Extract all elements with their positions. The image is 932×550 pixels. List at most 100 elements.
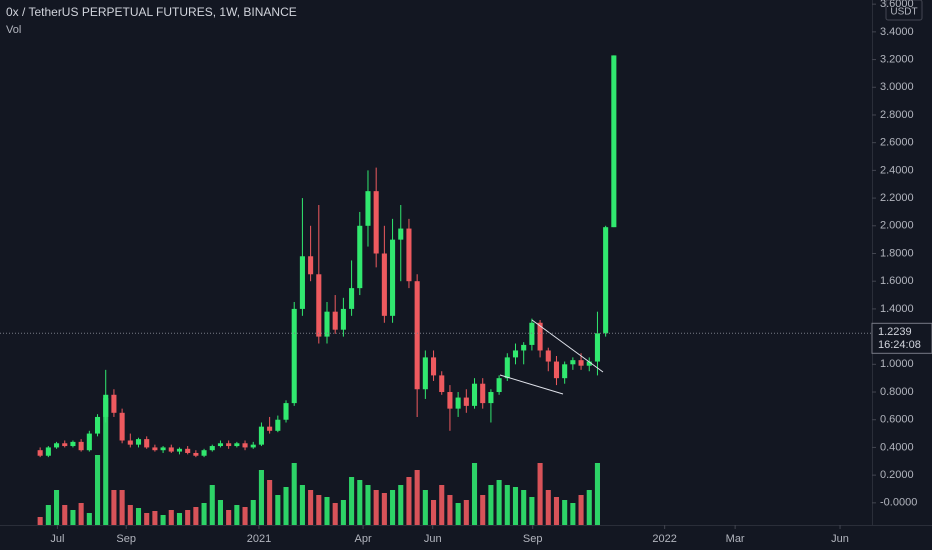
candle-body (176, 448, 183, 452)
volume-bar (488, 485, 494, 525)
candle-body (242, 443, 248, 448)
candle-body (267, 426, 273, 431)
volume-bar (316, 495, 322, 525)
candle-body (94, 416, 101, 434)
volume-bar (250, 500, 256, 525)
volume-bar (431, 500, 437, 525)
volume-bar (390, 490, 396, 525)
candle-body (135, 439, 142, 445)
volume-bar (275, 495, 281, 525)
volume-bar (586, 490, 592, 525)
volume-bar (365, 485, 371, 525)
y-tick-label: 1.4000 (880, 303, 914, 315)
chart-title: 0x / TetherUS PERPETUAL FUTURES, 1W, BIN… (6, 5, 297, 19)
volume-bar (447, 495, 453, 525)
candle-body (381, 253, 387, 316)
candle-body (365, 191, 371, 226)
currency-label[interactable]: USDT (890, 7, 917, 18)
candle-body (431, 357, 437, 376)
volume-bar (144, 513, 150, 525)
volume-bar (406, 477, 412, 525)
y-tick-label: 0.2000 (880, 469, 914, 481)
volume-bar (45, 505, 51, 525)
y-tick-label: 2.0000 (880, 220, 914, 232)
volume-bar (135, 508, 142, 525)
volume-bar (119, 490, 125, 525)
volume-bar (349, 477, 355, 525)
candle-body (340, 308, 346, 330)
volume-bar (504, 485, 510, 525)
volume-bar (398, 485, 404, 525)
candle-body (570, 360, 576, 365)
volume-bar (234, 505, 240, 525)
y-tick-label: 0.6000 (880, 414, 914, 426)
candle-body (488, 392, 494, 404)
volume-bar (357, 480, 363, 525)
candle-body (308, 256, 314, 275)
candle-body (316, 274, 322, 337)
x-tick-label: Sep (116, 533, 136, 545)
candle-body (422, 357, 428, 390)
volume-bar (414, 470, 420, 525)
candle-body (324, 311, 330, 337)
y-tick-label: 2.6000 (880, 137, 914, 149)
candle-body (54, 443, 60, 448)
candle-body (217, 443, 223, 447)
currency-box[interactable] (885, 0, 923, 21)
candle-body (62, 443, 68, 447)
volume-bar (94, 455, 101, 525)
candle-body (594, 333, 600, 362)
volume-bar (480, 495, 486, 525)
candle-body (480, 383, 486, 404)
candle-body (504, 357, 510, 379)
trend-line (499, 374, 564, 395)
candle-body (234, 443, 240, 447)
candle-body (185, 448, 191, 453)
y-tick-label: 3.2000 (880, 53, 914, 65)
volume-bar (111, 490, 117, 525)
candle-body (86, 433, 92, 451)
volume-bar (258, 470, 264, 525)
volume-bar (578, 495, 584, 525)
volume-bar (37, 517, 43, 525)
candle-body (193, 452, 199, 456)
volume-bar (291, 463, 297, 525)
candle-body (299, 256, 305, 309)
candle-body (357, 225, 363, 289)
candle-body (332, 311, 338, 330)
candle-body (258, 426, 264, 445)
candle-body (537, 322, 543, 351)
y-tick-label: 3.4000 (880, 26, 914, 38)
volume-bar (594, 463, 600, 525)
volume-bar (217, 500, 223, 525)
volume-bar (381, 493, 387, 525)
candle-body (390, 239, 396, 316)
y-tick-label: 1.8000 (880, 247, 914, 259)
volume-bar (62, 505, 68, 525)
candle-body (78, 441, 84, 451)
volume-bar (439, 485, 445, 525)
volume-bar (545, 490, 551, 525)
volume-bar (160, 515, 166, 525)
candle-body (349, 288, 355, 309)
x-tick-label: 2022 (652, 533, 676, 545)
candle-body (512, 350, 519, 358)
candle-body (160, 447, 166, 451)
x-tick-label: Jul (50, 533, 64, 545)
candle-body (496, 378, 502, 393)
volume-bar (455, 503, 461, 525)
candle-body (291, 308, 297, 404)
candle-body (406, 228, 412, 282)
volume-bar (86, 513, 92, 525)
y-tick-label: 2.8000 (880, 109, 914, 121)
candle-body (439, 375, 445, 393)
candle-body (562, 364, 568, 379)
candle-body (226, 443, 232, 447)
volume-bar (70, 510, 76, 525)
candle-body (373, 191, 379, 254)
candle-body (45, 447, 51, 456)
x-tick-label: Sep (523, 533, 543, 545)
volume-bar (422, 490, 428, 525)
candle-body (471, 383, 478, 406)
volume-bar (496, 480, 502, 525)
